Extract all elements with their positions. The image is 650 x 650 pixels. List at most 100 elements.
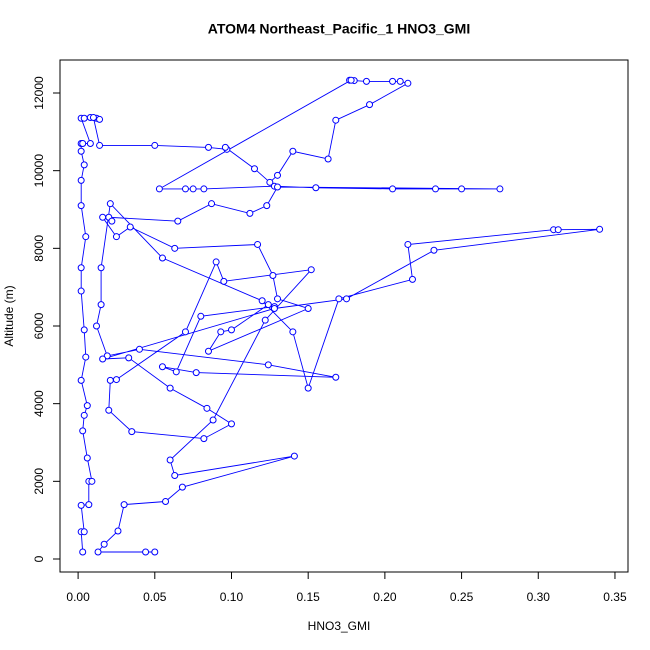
data-point	[396, 77, 404, 85]
data-point	[204, 143, 212, 151]
data-point	[254, 240, 262, 248]
data-point	[208, 200, 216, 208]
data-point	[347, 76, 355, 84]
data-point	[261, 316, 269, 324]
data-point	[100, 540, 108, 548]
data-point	[496, 185, 504, 193]
data-point	[263, 202, 271, 210]
data-point	[120, 501, 128, 509]
x-tick-label: 0.20	[373, 590, 397, 604]
data-point	[151, 141, 159, 149]
data-point	[204, 347, 212, 355]
data-point	[135, 345, 143, 353]
data-point	[80, 528, 88, 536]
data-point	[554, 226, 562, 234]
data-point	[408, 275, 416, 283]
data-point	[335, 295, 343, 303]
data-point	[99, 213, 107, 221]
data-point	[77, 501, 85, 509]
data-point	[212, 258, 220, 266]
data-point	[209, 416, 217, 424]
data-point	[125, 354, 133, 362]
data-point	[458, 185, 466, 193]
data-point	[332, 116, 340, 124]
data-point	[178, 483, 186, 491]
data-point	[126, 223, 134, 231]
data-point	[112, 376, 120, 384]
data-point	[290, 452, 298, 460]
data-point	[217, 328, 225, 336]
data-point	[274, 171, 282, 179]
data-point	[304, 305, 312, 313]
data-point	[404, 79, 412, 87]
data-point	[431, 185, 439, 193]
data-point	[404, 240, 412, 248]
data-point	[79, 139, 87, 147]
data-point	[289, 147, 297, 155]
data-point	[171, 472, 179, 480]
y-tick-label: 8000	[32, 235, 46, 262]
data-point	[79, 427, 87, 435]
data-point	[264, 361, 272, 369]
data-point	[94, 548, 102, 556]
data-point	[269, 272, 277, 280]
data-point	[77, 376, 85, 384]
y-tick-label: 4000	[32, 390, 46, 417]
data-point	[166, 384, 174, 392]
x-tick-label: 0.35	[603, 590, 627, 604]
data-point	[96, 141, 104, 149]
data-point	[596, 225, 604, 233]
data-point	[200, 435, 208, 443]
x-tick-label: 0.15	[297, 590, 321, 604]
x-tick-label: 0.10	[220, 590, 244, 604]
data-point	[106, 200, 114, 208]
plot-frame	[59, 59, 629, 573]
chart-title: ATOM4 Northeast_Pacific_1 HNO3_GMI	[208, 21, 470, 37]
data-point	[112, 233, 120, 241]
y-tick-label: 12000	[32, 76, 46, 110]
data-point	[192, 369, 200, 377]
data-point	[77, 202, 85, 210]
data-point	[105, 406, 113, 414]
data-point	[82, 233, 90, 241]
data-point	[389, 185, 397, 193]
data-point	[97, 264, 105, 272]
data-point	[343, 295, 351, 303]
data-point	[158, 363, 166, 371]
data-point	[366, 101, 374, 109]
data-point	[80, 114, 88, 122]
x-tick-label: 0.05	[143, 590, 167, 604]
data-line	[80, 79, 600, 553]
data-point	[430, 246, 438, 254]
data-point	[77, 264, 85, 272]
data-point	[332, 373, 340, 381]
data-point	[274, 295, 282, 303]
data-point	[162, 498, 170, 506]
data-point	[89, 113, 97, 121]
data-point	[142, 548, 150, 556]
data-point	[189, 185, 197, 193]
data-point	[307, 266, 315, 274]
data-point	[93, 322, 101, 330]
data-point	[220, 277, 228, 285]
data-point	[86, 139, 94, 147]
data-point	[82, 353, 90, 361]
x-axis-label: HNO3_GMI	[308, 619, 371, 633]
y-tick-label: 2000	[32, 468, 46, 495]
data-point	[246, 209, 254, 217]
y-axis-label: Altitude (m)	[2, 285, 16, 346]
data-point	[83, 454, 91, 462]
data-point	[289, 328, 297, 336]
data-point	[80, 411, 88, 419]
data-point	[97, 301, 105, 309]
data-point	[221, 143, 229, 151]
data-point	[77, 176, 85, 184]
data-point	[79, 548, 87, 556]
data-point	[155, 185, 163, 193]
data-point	[108, 217, 116, 225]
data-point	[166, 456, 174, 464]
data-point	[114, 527, 122, 535]
data-point	[270, 305, 278, 313]
